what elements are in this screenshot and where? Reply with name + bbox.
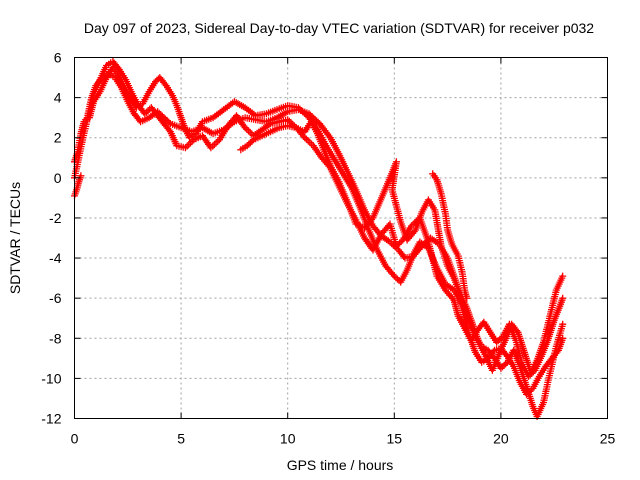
series-track-b [71, 70, 567, 398]
y-tick-label: -12 [41, 411, 61, 427]
axis-ticks: 0 5 10 15 20 25 -12 -10 -8 -6 -4 -2 0 2 4 6 [41, 50, 615, 447]
series-track-d [71, 58, 567, 380]
y-tick-label: -10 [41, 370, 61, 386]
data-markers [71, 58, 567, 420]
series-track-a [71, 172, 85, 200]
series-track-f [429, 170, 471, 302]
y-tick-label: -4 [49, 250, 62, 266]
x-tick-label: 15 [387, 431, 403, 447]
y-tick-label: -2 [49, 210, 62, 226]
x-tick-label: 20 [493, 431, 509, 447]
data-point-markers [71, 70, 567, 398]
x-tick-label: 10 [280, 431, 296, 447]
data-point-markers [71, 172, 85, 200]
x-tick-label: 5 [177, 431, 185, 447]
y-axis-label: SDTVAR / TECUs [7, 182, 23, 294]
y-tick-label: 0 [54, 170, 62, 186]
plot-frame [74, 57, 608, 419]
x-tick-label: 0 [71, 431, 79, 447]
series-track-e [237, 118, 567, 376]
y-tick-label: 6 [54, 50, 62, 66]
grid [74, 57, 608, 419]
x-axis-label: GPS time / hours [287, 457, 394, 473]
data-point-markers [237, 118, 567, 376]
x-tick-label: 25 [600, 431, 616, 447]
data-point-markers [429, 170, 471, 302]
y-tick-label: 2 [54, 130, 62, 146]
data-point-markers [71, 58, 567, 380]
y-tick-label: -6 [49, 290, 62, 306]
y-tick-label: 4 [54, 90, 62, 106]
y-tick-label: -8 [49, 330, 62, 346]
chart-title: Day 097 of 2023, Sidereal Day-to-day VTE… [84, 20, 594, 36]
